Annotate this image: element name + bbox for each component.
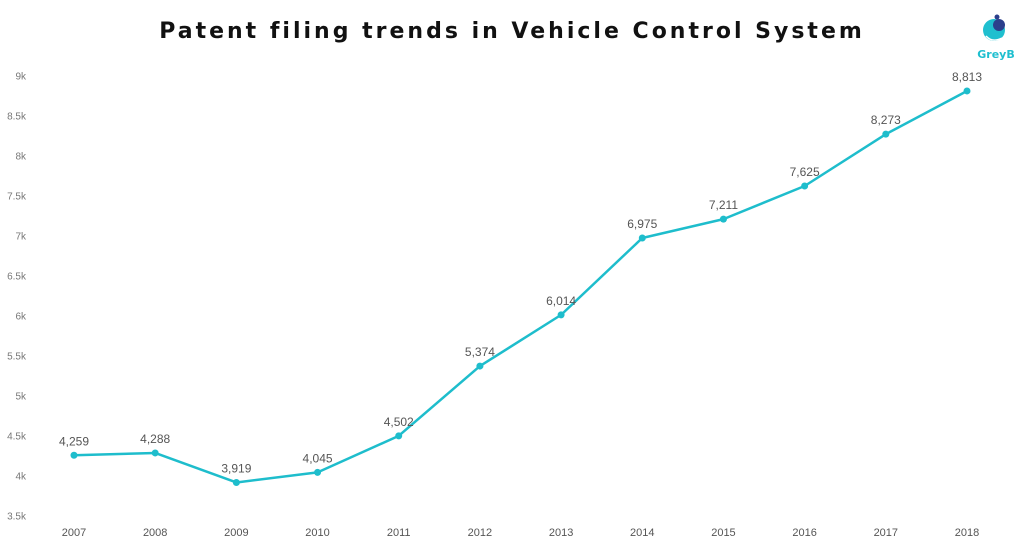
greyb-logo: GreyB	[972, 10, 1020, 66]
chart-title: Patent filing trends in Vehicle Control …	[159, 19, 865, 44]
data-points	[70, 87, 971, 486]
x-tick-label: 2016	[792, 527, 816, 539]
y-tick-label: 7.5k	[7, 192, 27, 203]
data-point	[882, 130, 890, 138]
data-label: 6,975	[627, 217, 657, 231]
y-tick-label: 5.5k	[7, 352, 27, 363]
data-labels: 4,259 4,288 3,919 4,045 4,502 5,374 6,014 6,975…	[59, 70, 982, 476]
y-tick-label: 3.5k	[7, 512, 27, 523]
data-point	[963, 87, 971, 95]
data-label: 4,502	[384, 415, 414, 429]
x-tick-label: 2018	[955, 527, 979, 539]
data-label: 8,813	[952, 70, 982, 84]
data-label: 8,273	[871, 113, 901, 127]
x-tick-label: 2017	[874, 527, 898, 539]
data-label: 4,259	[59, 434, 89, 448]
data-point	[719, 215, 727, 223]
x-axis: 2007 2008 2009 2010 2011 2012 2013 2014 2015 2016…	[62, 527, 979, 539]
data-label: 7,211	[709, 198, 738, 212]
y-tick-label: 6k	[15, 312, 27, 323]
series-line	[73, 89, 968, 484]
x-tick-label: 2008	[143, 527, 167, 539]
y-tick-label: 7k	[15, 232, 27, 243]
y-tick-label: 8.5k	[7, 112, 27, 123]
data-point	[557, 311, 565, 319]
data-label: 3,919	[221, 461, 251, 475]
x-tick-label: 2010	[305, 527, 329, 539]
data-label: 4,045	[303, 451, 333, 465]
data-label: 7,625	[790, 165, 820, 179]
data-label: 6,014	[546, 294, 576, 308]
x-tick-label: 2009	[224, 527, 248, 539]
data-point	[314, 468, 322, 476]
x-tick-label: 2014	[630, 527, 654, 539]
data-label: 4,288	[140, 432, 170, 446]
x-tick-label: 2015	[711, 527, 735, 539]
logo-mark-icon	[983, 14, 1005, 41]
x-tick-label: 2011	[387, 527, 411, 539]
x-tick-label: 2012	[468, 527, 492, 539]
data-point	[476, 362, 484, 370]
logo-text: GreyB	[977, 48, 1015, 61]
y-tick-label: 6.5k	[7, 272, 27, 283]
data-point	[151, 449, 159, 457]
y-axis: 3.5k 4k 4.5k 5k 5.5k 6k 6.5k 7k 7.5k 8k 8.5k 9k	[7, 72, 27, 523]
data-point	[395, 432, 403, 440]
y-tick-label: 5k	[15, 392, 27, 403]
data-point	[801, 182, 809, 190]
data-point	[638, 234, 646, 242]
y-tick-label: 4k	[15, 472, 27, 483]
y-tick-label: 8k	[15, 152, 27, 163]
y-tick-label: 4.5k	[7, 432, 27, 443]
x-tick-label: 2013	[549, 527, 573, 539]
x-tick-label: 2007	[62, 527, 86, 539]
y-tick-label: 9k	[15, 72, 27, 83]
data-point	[232, 478, 240, 486]
data-label: 5,374	[465, 345, 495, 359]
data-point	[70, 451, 78, 459]
